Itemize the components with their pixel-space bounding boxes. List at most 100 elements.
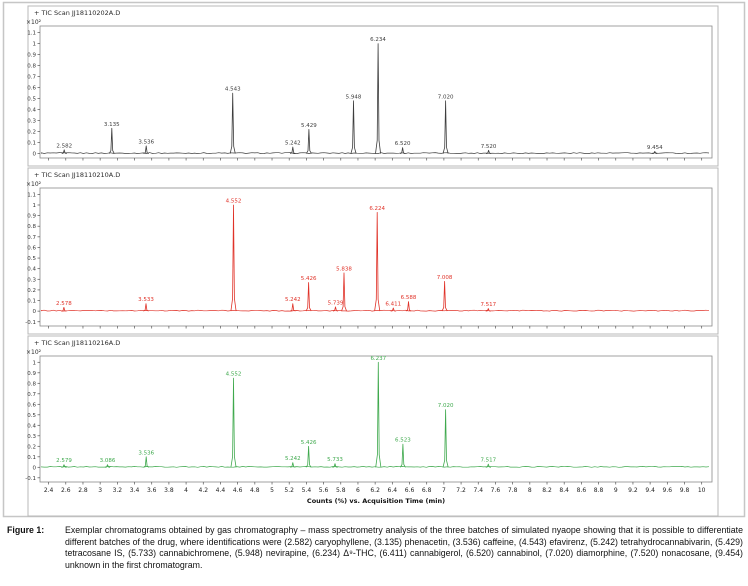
peak-label: 3.536 <box>138 450 154 456</box>
y-tick-label: 0.6 <box>27 86 36 92</box>
peak <box>405 301 412 312</box>
x-tick-label: 8.2 <box>542 487 552 494</box>
figure-caption-label: Figure 1: <box>7 525 45 535</box>
figure-caption-text: Exemplar chromatograms obtained by gas c… <box>65 525 743 570</box>
x-tick-label: 4 <box>184 487 188 494</box>
peak-label: 2.582 <box>56 143 72 149</box>
peak-label: 3.533 <box>138 297 154 303</box>
x-tick-label: 6.8 <box>422 487 432 494</box>
panel-title: + TIC Scan JJ18110210A.D <box>34 171 120 179</box>
y-axis-scale-label: ×10² <box>26 349 42 356</box>
peak <box>442 100 449 154</box>
x-tick-label: 2.4 <box>44 487 54 494</box>
y-tick-label: 0.2 <box>27 288 36 294</box>
peaks: 2.578 3.533 4.552 5.242 5.426 5.739 5.838 6.224… <box>56 198 497 312</box>
y-axis-scale-label: ×10² <box>26 181 42 188</box>
panel-2: + TIC Scan JJ18110210A.D ×10² -0.1 0 0.1 0.2 0… <box>25 167 719 335</box>
peak-label: 5.242 <box>285 297 301 303</box>
x-tick-label: 7.6 <box>491 487 501 494</box>
peak-label: 6.237 <box>370 356 386 362</box>
peak-label: 5.948 <box>346 94 362 100</box>
peak <box>108 127 115 154</box>
plot-area <box>39 355 713 483</box>
x-tick-label: 9.4 <box>645 487 655 494</box>
y-tick-label: 0.6 <box>27 245 36 251</box>
y-tick-label: 1 <box>33 360 37 366</box>
x-tick-label: 8.6 <box>577 487 587 494</box>
peak-label: 5.426 <box>301 440 317 446</box>
peak-label: 2.578 <box>56 301 72 307</box>
y-tick-label: 1.1 <box>27 192 36 198</box>
peak-label: 7.517 <box>480 458 496 464</box>
baseline-trace <box>40 309 710 312</box>
x-tick-label: 7.8 <box>508 487 518 494</box>
figure-caption: Figure 1: Exemplar chromatograms obtaine… <box>0 520 748 571</box>
peak-label: 5.242 <box>285 456 301 462</box>
x-axis-title: Counts (%) vs. Acquisition Time (min) <box>307 497 445 505</box>
x-tick-label: 2.8 <box>78 487 88 494</box>
x-tick-label: 5.4 <box>302 487 312 494</box>
x-tick-label: 4.6 <box>233 487 243 494</box>
plot-area <box>39 25 713 159</box>
peak-label: 2.579 <box>56 458 72 464</box>
peak-label: 3.086 <box>100 458 116 464</box>
y-tick-label: 0.6 <box>27 402 36 408</box>
peak <box>341 272 347 312</box>
y-tick-label: 0.7 <box>27 75 36 81</box>
y-tick-label: 0 <box>33 152 37 158</box>
x-tick-label: 9.6 <box>663 487 673 494</box>
peak <box>143 145 149 154</box>
x-tick-label: 6.4 <box>388 487 398 494</box>
peak-label: 7.020 <box>438 403 454 409</box>
baseline-trace <box>40 152 710 154</box>
y-tick-label: 0.2 <box>27 130 36 136</box>
peak <box>399 147 406 154</box>
peak-label: 6.588 <box>401 295 417 301</box>
panel-title: + TIC Scan JJ18110202A.D <box>34 9 120 17</box>
peak <box>104 464 111 468</box>
x-tick-label: 5 <box>270 487 274 494</box>
x-tick-label: 4.2 <box>199 487 209 494</box>
y-tick-label: -0.1 <box>25 320 36 326</box>
x-tick-label: 4.4 <box>216 487 226 494</box>
y-axis: 0 0.1 0.2 0.3 0.4 0.5 0.6 0.7 0.8 0.9 1 1.1 <box>27 31 40 158</box>
x-tick-label: 3.6 <box>147 487 157 494</box>
y-tick-label: 0.4 <box>27 267 36 273</box>
peak-label: 7.517 <box>480 302 496 308</box>
peak-label: 5.426 <box>301 276 317 282</box>
peak <box>485 308 491 312</box>
y-tick-label: 0.8 <box>27 381 36 387</box>
x-tick-label: 8.8 <box>594 487 604 494</box>
x-tick-label: 3.4 <box>130 487 140 494</box>
x-tick-label: 6.6 <box>405 487 415 494</box>
x-tick-label: 10 <box>698 487 706 494</box>
peak <box>305 129 312 154</box>
peak-label: 3.536 <box>138 139 154 145</box>
y-tick-label: 0.9 <box>27 214 36 220</box>
peak <box>230 204 237 312</box>
y-tick-label: 0.5 <box>27 97 36 103</box>
peak <box>305 445 312 468</box>
x-tick-label: 7.4 <box>473 487 483 494</box>
peak <box>442 409 449 468</box>
peak <box>375 43 381 154</box>
y-tick-label: 0.4 <box>27 423 36 429</box>
peak <box>374 212 381 312</box>
y-tick-label: 0.3 <box>27 434 36 440</box>
x-tick-label: 9.8 <box>680 487 690 494</box>
chromatogram-figure: + TIC Scan JJ18110202A.D ×10² 0 0.1 0.2 0.3 0.… <box>2 1 746 518</box>
peak <box>290 462 296 468</box>
x-axis: 2.4 2.6 2.8 3 3.2 3.4 3.6 3.8 4 4.2 4.4 4.6 4.8 5 5.2 5… <box>44 482 706 494</box>
peak <box>143 303 149 312</box>
peak-label: 5.838 <box>336 266 352 272</box>
peak <box>61 307 67 312</box>
peak-label: 6.234 <box>370 37 386 43</box>
x-tick-label: 3 <box>98 487 102 494</box>
panel-title: + TIC Scan JJ18110216A.D <box>34 339 120 347</box>
peak <box>441 281 448 312</box>
peaks: 2.579 3.086 3.536 4.552 5.242 5.426 5.733 6.237… <box>56 356 497 468</box>
x-tick-label: 3.2 <box>113 487 123 494</box>
peak-label: 3.135 <box>104 122 120 128</box>
x-tick-label: 5.6 <box>319 487 329 494</box>
